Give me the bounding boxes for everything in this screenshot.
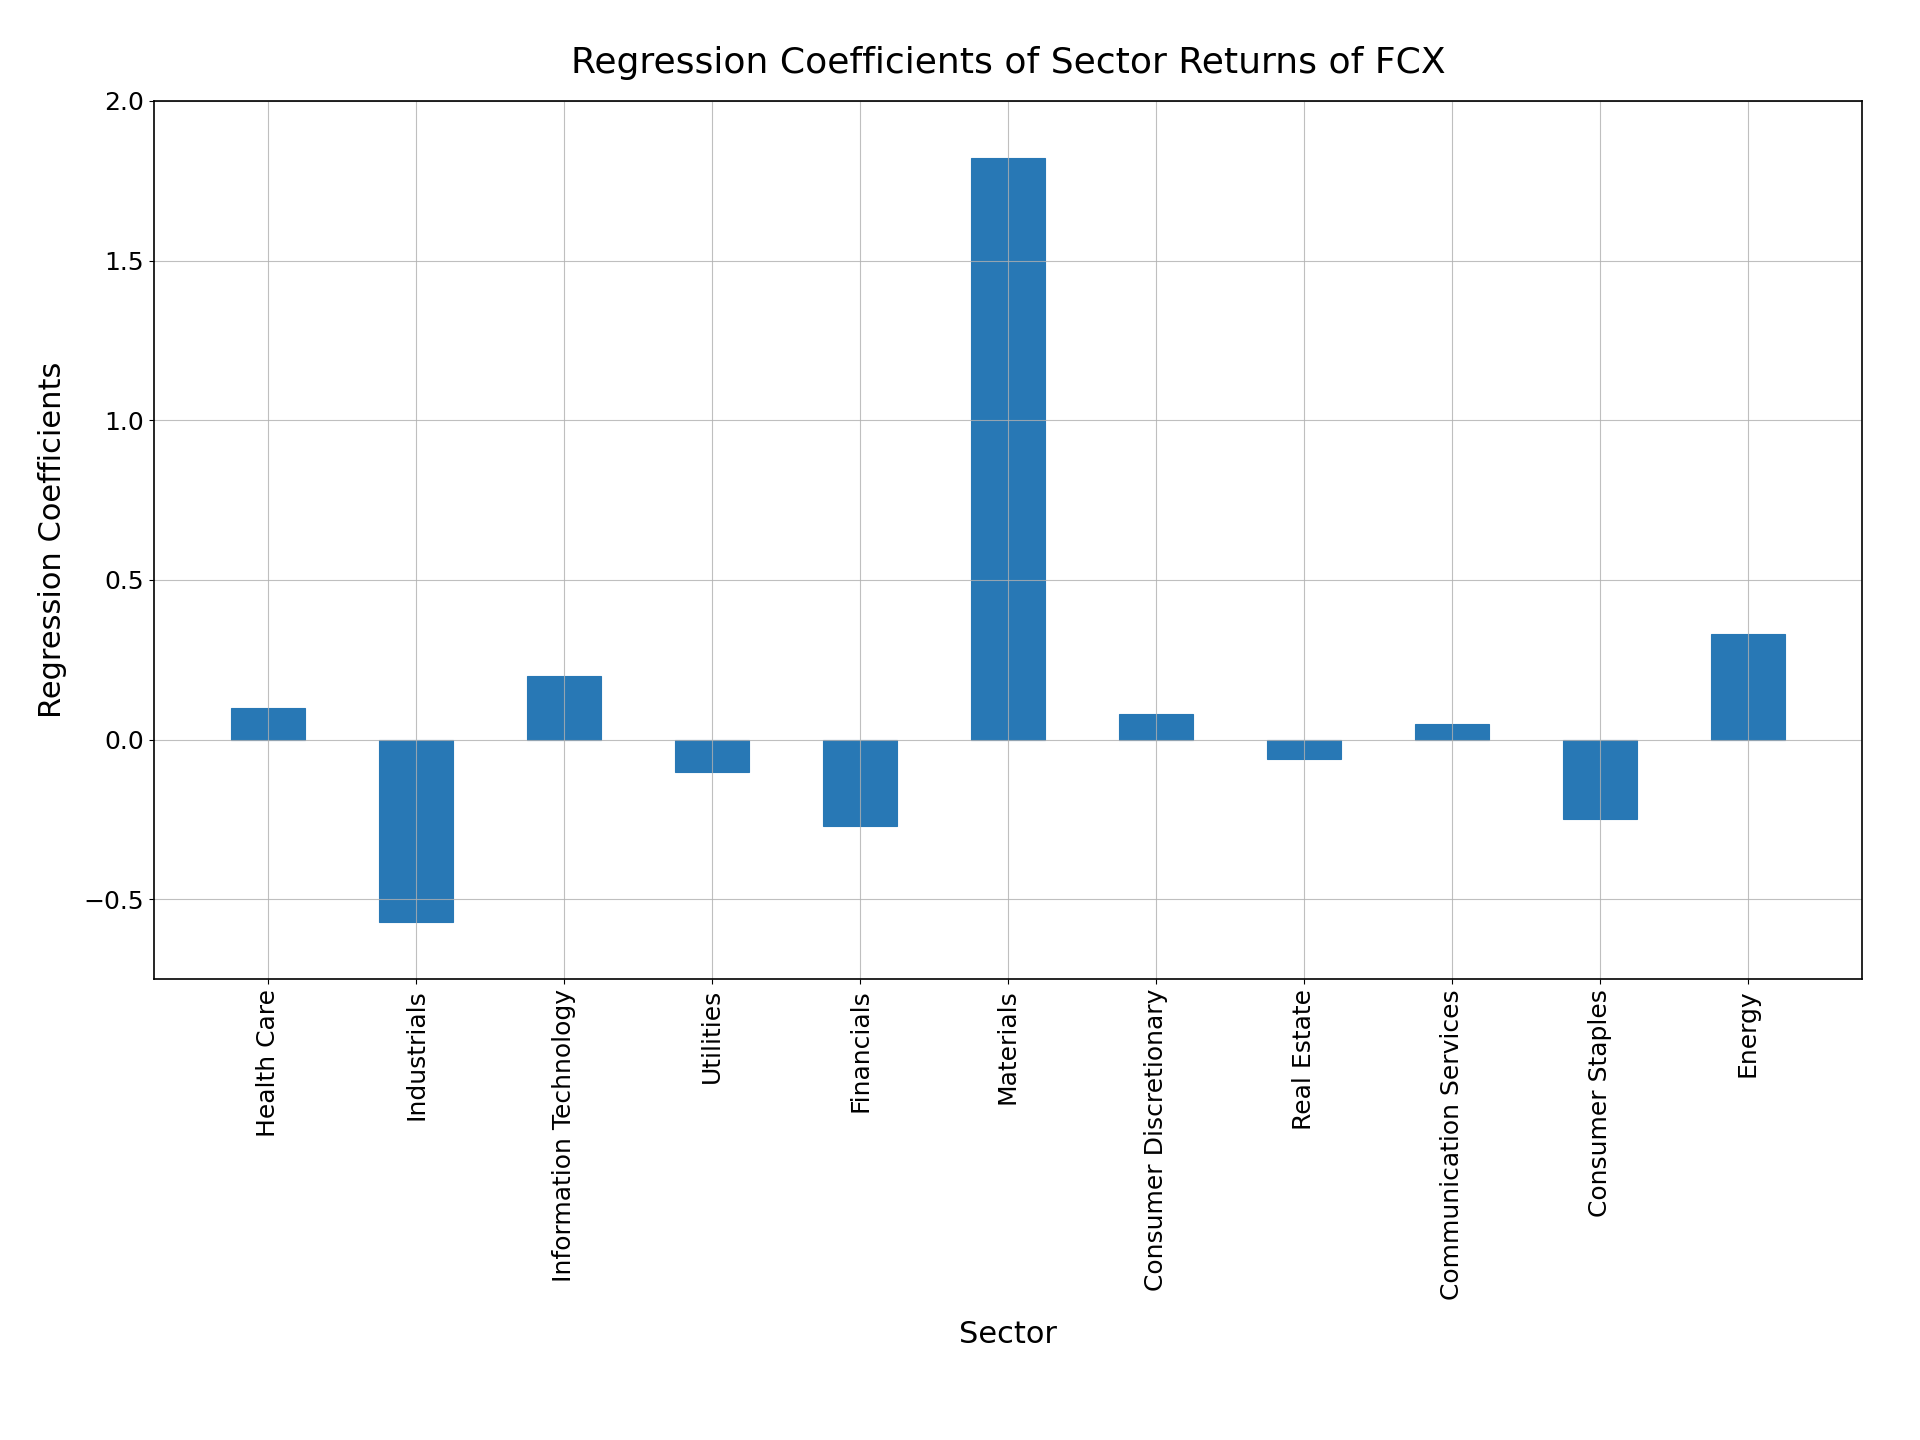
Bar xyxy=(1711,634,1786,740)
Bar xyxy=(676,740,749,772)
Bar xyxy=(972,158,1044,740)
Bar xyxy=(230,707,305,740)
Title: Regression Coefficients of Sector Returns of FCX: Regression Coefficients of Sector Return… xyxy=(570,46,1446,81)
X-axis label: Sector: Sector xyxy=(958,1320,1058,1349)
Bar xyxy=(380,740,453,922)
Bar xyxy=(1119,714,1192,740)
Bar xyxy=(528,675,601,740)
Bar xyxy=(1267,740,1340,759)
Bar xyxy=(1563,740,1636,819)
Bar xyxy=(824,740,897,827)
Y-axis label: Regression Coefficients: Regression Coefficients xyxy=(38,361,67,719)
Bar xyxy=(1415,724,1488,740)
